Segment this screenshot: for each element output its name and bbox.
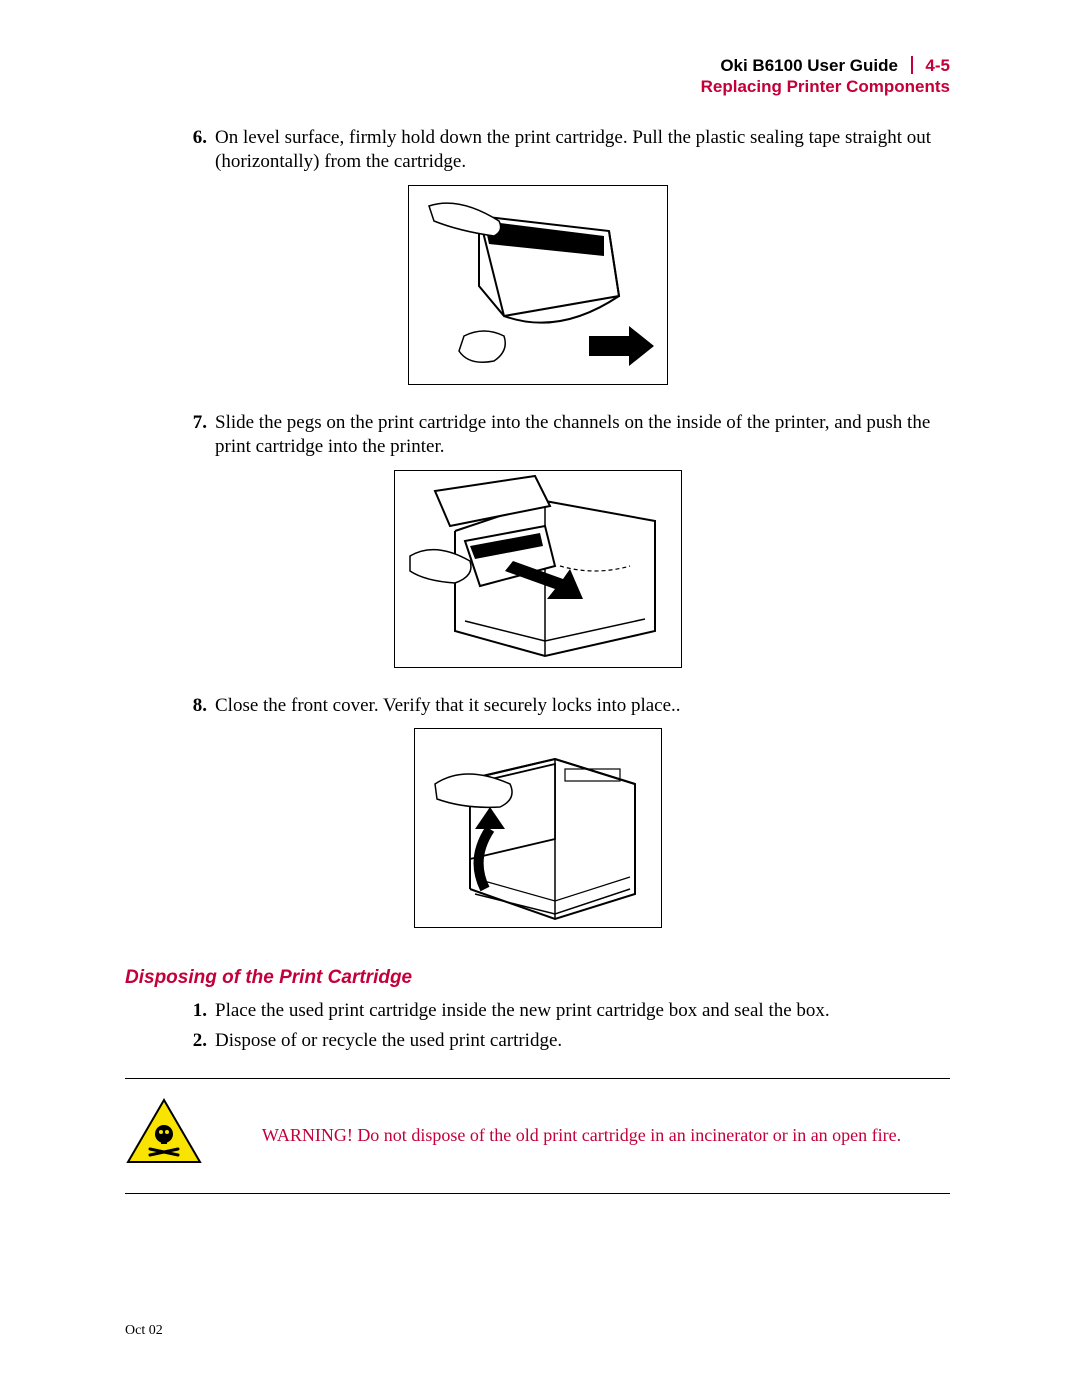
step-6: 6. On level surface, firmly hold down th… bbox=[125, 126, 950, 175]
header-separator bbox=[911, 56, 913, 74]
figure-close-cover bbox=[414, 728, 662, 928]
dispose-step-1: 1. Place the used print cartridge inside… bbox=[125, 999, 950, 1024]
figure-wrap-3 bbox=[125, 728, 950, 936]
step-number: 7. bbox=[185, 411, 215, 460]
guide-title: Oki B6100 User Guide bbox=[720, 56, 898, 75]
step-text: Close the front cover. Verify that it se… bbox=[215, 694, 950, 719]
warning-triangle-icon bbox=[125, 1097, 203, 1175]
step-8: 8. Close the front cover. Verify that it… bbox=[125, 694, 950, 719]
manual-page: Oki B6100 User Guide 4-5 Replacing Print… bbox=[0, 0, 1080, 1397]
step-number: 1. bbox=[185, 999, 215, 1024]
step-text: Place the used print cartridge inside th… bbox=[215, 999, 950, 1024]
step-number: 2. bbox=[185, 1029, 215, 1054]
dispose-step-2: 2. Dispose of or recycle the used print … bbox=[125, 1029, 950, 1054]
warning-block: WARNING! Do not dispose of the old print… bbox=[125, 1078, 950, 1194]
step-text: On level surface, firmly hold down the p… bbox=[215, 126, 950, 175]
page-content: 6. On level surface, firmly hold down th… bbox=[125, 126, 950, 1194]
step-text: Dispose of or recycle the used print car… bbox=[215, 1029, 950, 1054]
step-number: 8. bbox=[185, 694, 215, 719]
step-number: 6. bbox=[185, 126, 215, 175]
step-text: Slide the pegs on the print cartridge in… bbox=[215, 411, 950, 460]
section-title: Replacing Printer Components bbox=[125, 76, 950, 97]
subsection-heading: Disposing of the Print Cartridge bbox=[125, 966, 950, 991]
figure-insert-cartridge bbox=[394, 470, 682, 668]
figure-wrap-2 bbox=[125, 470, 950, 676]
page-header: Oki B6100 User Guide 4-5 Replacing Print… bbox=[125, 55, 950, 98]
figure-wrap-1 bbox=[125, 185, 950, 393]
page-number: 4-5 bbox=[925, 56, 950, 75]
page-footer-date: Oct 02 bbox=[125, 1323, 163, 1339]
header-line-1: Oki B6100 User Guide 4-5 bbox=[125, 55, 950, 76]
figure-cartridge-tape bbox=[408, 185, 668, 385]
warning-text: WARNING! Do not dispose of the old print… bbox=[233, 1124, 950, 1147]
step-7: 7. Slide the pegs on the print cartridge… bbox=[125, 411, 950, 460]
